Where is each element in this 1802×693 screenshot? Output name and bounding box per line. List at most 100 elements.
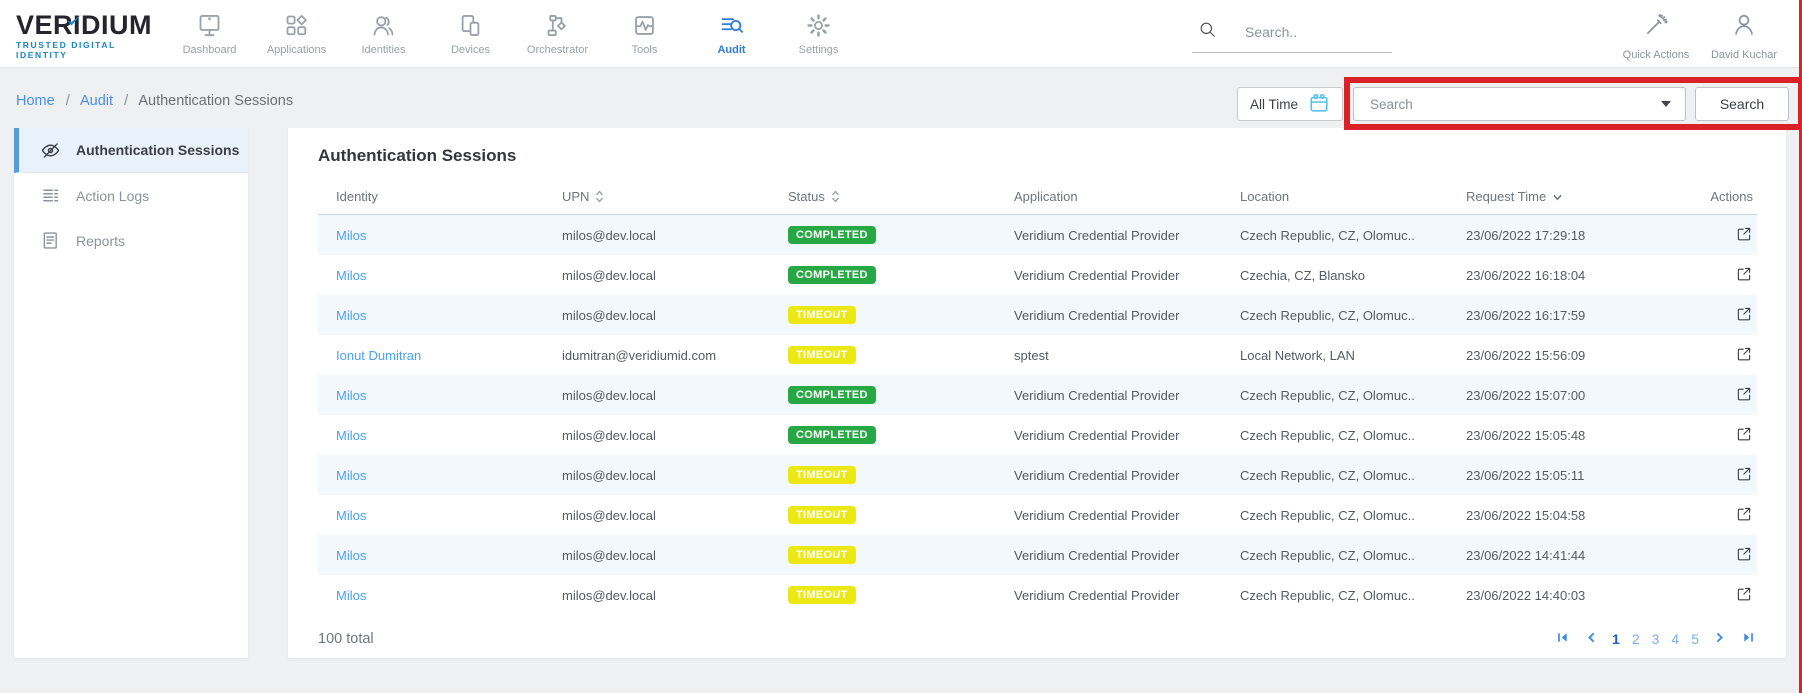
page-title: Authentication Sessions <box>318 146 517 165</box>
identity-link[interactable]: Milos <box>336 587 367 603</box>
table-header-row: Identity UPN Status Application Location Requ… <box>318 178 1757 215</box>
sort-desc-icon <box>1552 189 1563 204</box>
status-badge: TIMEOUT <box>788 586 856 604</box>
sidebar-item-authentication-sessions[interactable]: Authentication Sessions <box>14 128 248 173</box>
table-row: Milos milos@dev.local COMPLETED Veridium Cr… <box>318 255 1757 295</box>
location-cell: Czech Republic, CZ, Olomuc.. <box>1240 227 1415 243</box>
dashboard-icon <box>196 12 223 39</box>
search-button[interactable]: Search <box>1695 87 1789 121</box>
quick-actions-button[interactable]: Quick Actions <box>1612 12 1700 61</box>
upn-cell: milos@dev.local <box>562 507 656 523</box>
column-header-upn[interactable]: UPN <box>544 189 770 204</box>
sort-icon <box>595 189 604 203</box>
identity-link[interactable]: Milos <box>336 427 367 443</box>
veridium-logo[interactable]: VERI DIUM TRUSTED DIGITAL IDENTITY <box>16 11 166 60</box>
location-cell: Czech Republic, CZ, Olomuc.. <box>1240 427 1415 443</box>
search-icon <box>1198 20 1217 44</box>
request-time-cell: 23/06/2022 15:07:00 <box>1466 387 1586 403</box>
pagination-page-3[interactable]: 3 <box>1651 631 1660 647</box>
identity-link[interactable]: Milos <box>336 547 367 563</box>
upn-cell: milos@dev.local <box>562 227 656 243</box>
external-link-icon <box>1735 425 1753 446</box>
nav-item-dashboard[interactable]: Dashboard <box>166 0 253 68</box>
request-time-cell: 23/06/2022 15:05:48 <box>1466 427 1586 443</box>
identity-link[interactable]: Milos <box>336 507 367 523</box>
nav-item-audit[interactable]: Audit <box>688 0 775 68</box>
devices-icon <box>457 12 484 39</box>
pagination-first-button[interactable] <box>1554 631 1571 647</box>
identity-link[interactable]: Milos <box>336 467 367 483</box>
pagination-page-5[interactable]: 5 <box>1691 631 1699 647</box>
external-link-icon <box>1735 305 1753 326</box>
identities-icon <box>370 12 397 39</box>
external-link-icon <box>1735 265 1753 286</box>
pagination-page-4[interactable]: 4 <box>1671 631 1680 647</box>
upn-cell: idumitran@veridiumid.com <box>562 347 717 363</box>
pagination-page-2[interactable]: 2 <box>1631 631 1640 647</box>
identity-link[interactable]: Milos <box>336 307 367 323</box>
open-session-button[interactable] <box>1735 465 1753 486</box>
application-cell: Veridium Credential Provider <box>1014 307 1180 323</box>
open-session-button[interactable] <box>1735 425 1753 446</box>
table-row: Milos milos@dev.local TIMEOUT Veridium Cred… <box>318 495 1757 535</box>
breadcrumb-link-audit[interactable]: Audit <box>79 93 114 109</box>
pagination-last-button[interactable] <box>1740 631 1757 647</box>
eye-slash-icon <box>40 140 61 161</box>
status-badge: COMPLETED <box>788 426 876 444</box>
page-next-icon <box>1713 631 1726 647</box>
location-cell: Czech Republic, CZ, Olomuc.. <box>1240 547 1415 563</box>
identity-link[interactable]: Milos <box>336 227 367 243</box>
page-prev-icon <box>1585 631 1598 647</box>
open-session-button[interactable] <box>1735 585 1753 606</box>
column-header-identity: Identity <box>318 189 544 204</box>
sidebar-item-label: Action Logs <box>76 187 150 204</box>
open-session-button[interactable] <box>1735 385 1753 406</box>
request-time-cell: 23/06/2022 16:17:59 <box>1466 307 1586 323</box>
breadcrumb-link-home[interactable]: Home <box>16 93 55 109</box>
search-field-select[interactable]: Search <box>1353 87 1686 121</box>
sort-icon <box>831 189 840 203</box>
sidebar-item-reports[interactable]: Reports <box>14 218 248 263</box>
upn-cell: milos@dev.local <box>562 307 656 323</box>
pagination-next-button[interactable] <box>1711 631 1728 647</box>
global-search-input[interactable] <box>1245 24 1375 40</box>
column-header-label: UPN <box>562 188 590 204</box>
upn-cell: milos@dev.local <box>562 427 656 443</box>
nav-item-settings[interactable]: Settings <box>775 0 862 68</box>
nav-item-orchestrator[interactable]: Orchestrator <box>514 0 601 68</box>
nav-item-tools[interactable]: Tools <box>601 0 688 68</box>
table-row: Milos milos@dev.local COMPLETED Veridium Cr… <box>318 375 1757 415</box>
total-count-label: 100 total <box>318 631 374 647</box>
column-header-label: Status <box>788 188 825 204</box>
chevron-down-icon <box>1661 101 1671 107</box>
nav-item-applications[interactable]: Applications <box>253 0 340 68</box>
column-header-status[interactable]: Status <box>770 189 996 204</box>
external-link-icon <box>1735 225 1753 246</box>
open-session-button[interactable] <box>1735 345 1753 366</box>
open-session-button[interactable] <box>1735 505 1753 526</box>
nav-item-devices[interactable]: Devices <box>427 0 514 68</box>
open-session-button[interactable] <box>1735 305 1753 326</box>
open-session-button[interactable] <box>1735 225 1753 246</box>
pagination-prev-button[interactable] <box>1583 631 1600 647</box>
open-session-button[interactable] <box>1735 265 1753 286</box>
nav-item-label: Identities <box>361 44 406 56</box>
time-range-filter-button[interactable]: All Time <box>1237 87 1344 121</box>
request-time-cell: 23/06/2022 14:41:44 <box>1466 547 1586 563</box>
open-session-button[interactable] <box>1735 545 1753 566</box>
sidebar-item-action-logs[interactable]: Action Logs <box>14 173 248 218</box>
identity-link[interactable]: Milos <box>336 267 367 283</box>
request-time-cell: 23/06/2022 15:05:11 <box>1466 467 1585 483</box>
status-badge: TIMEOUT <box>788 306 856 324</box>
identity-link[interactable]: Ionut Dumitran <box>336 347 422 363</box>
sidebar-item-label: Authentication Sessions <box>76 142 240 158</box>
column-header-request-time[interactable]: Request Time <box>1448 189 1674 204</box>
status-badge: COMPLETED <box>788 226 876 244</box>
external-link-icon <box>1735 385 1753 406</box>
nav-item-identities[interactable]: Identities <box>340 0 427 68</box>
user-menu[interactable]: David Kuchar <box>1700 12 1788 61</box>
identity-link[interactable]: Milos <box>336 387 367 403</box>
applications-icon <box>283 12 310 39</box>
pagination-page-1[interactable]: 1 <box>1612 631 1620 647</box>
request-time-cell: 23/06/2022 16:18:04 <box>1466 267 1586 283</box>
